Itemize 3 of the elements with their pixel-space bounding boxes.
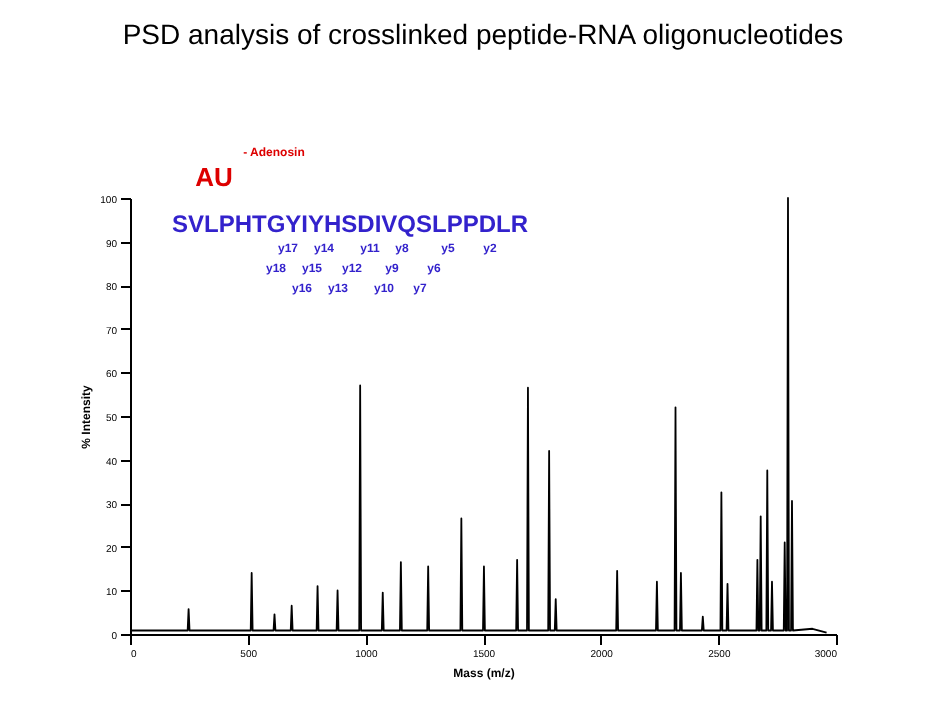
- annotation: SVLPHTGYIYHSDIVQSLPPDLR: [171, 210, 529, 238]
- text: AU: [195, 162, 233, 192]
- chart-title: PSD analysis of crosslinked peptide-RNA oligonucleotides: [122, 18, 844, 50]
